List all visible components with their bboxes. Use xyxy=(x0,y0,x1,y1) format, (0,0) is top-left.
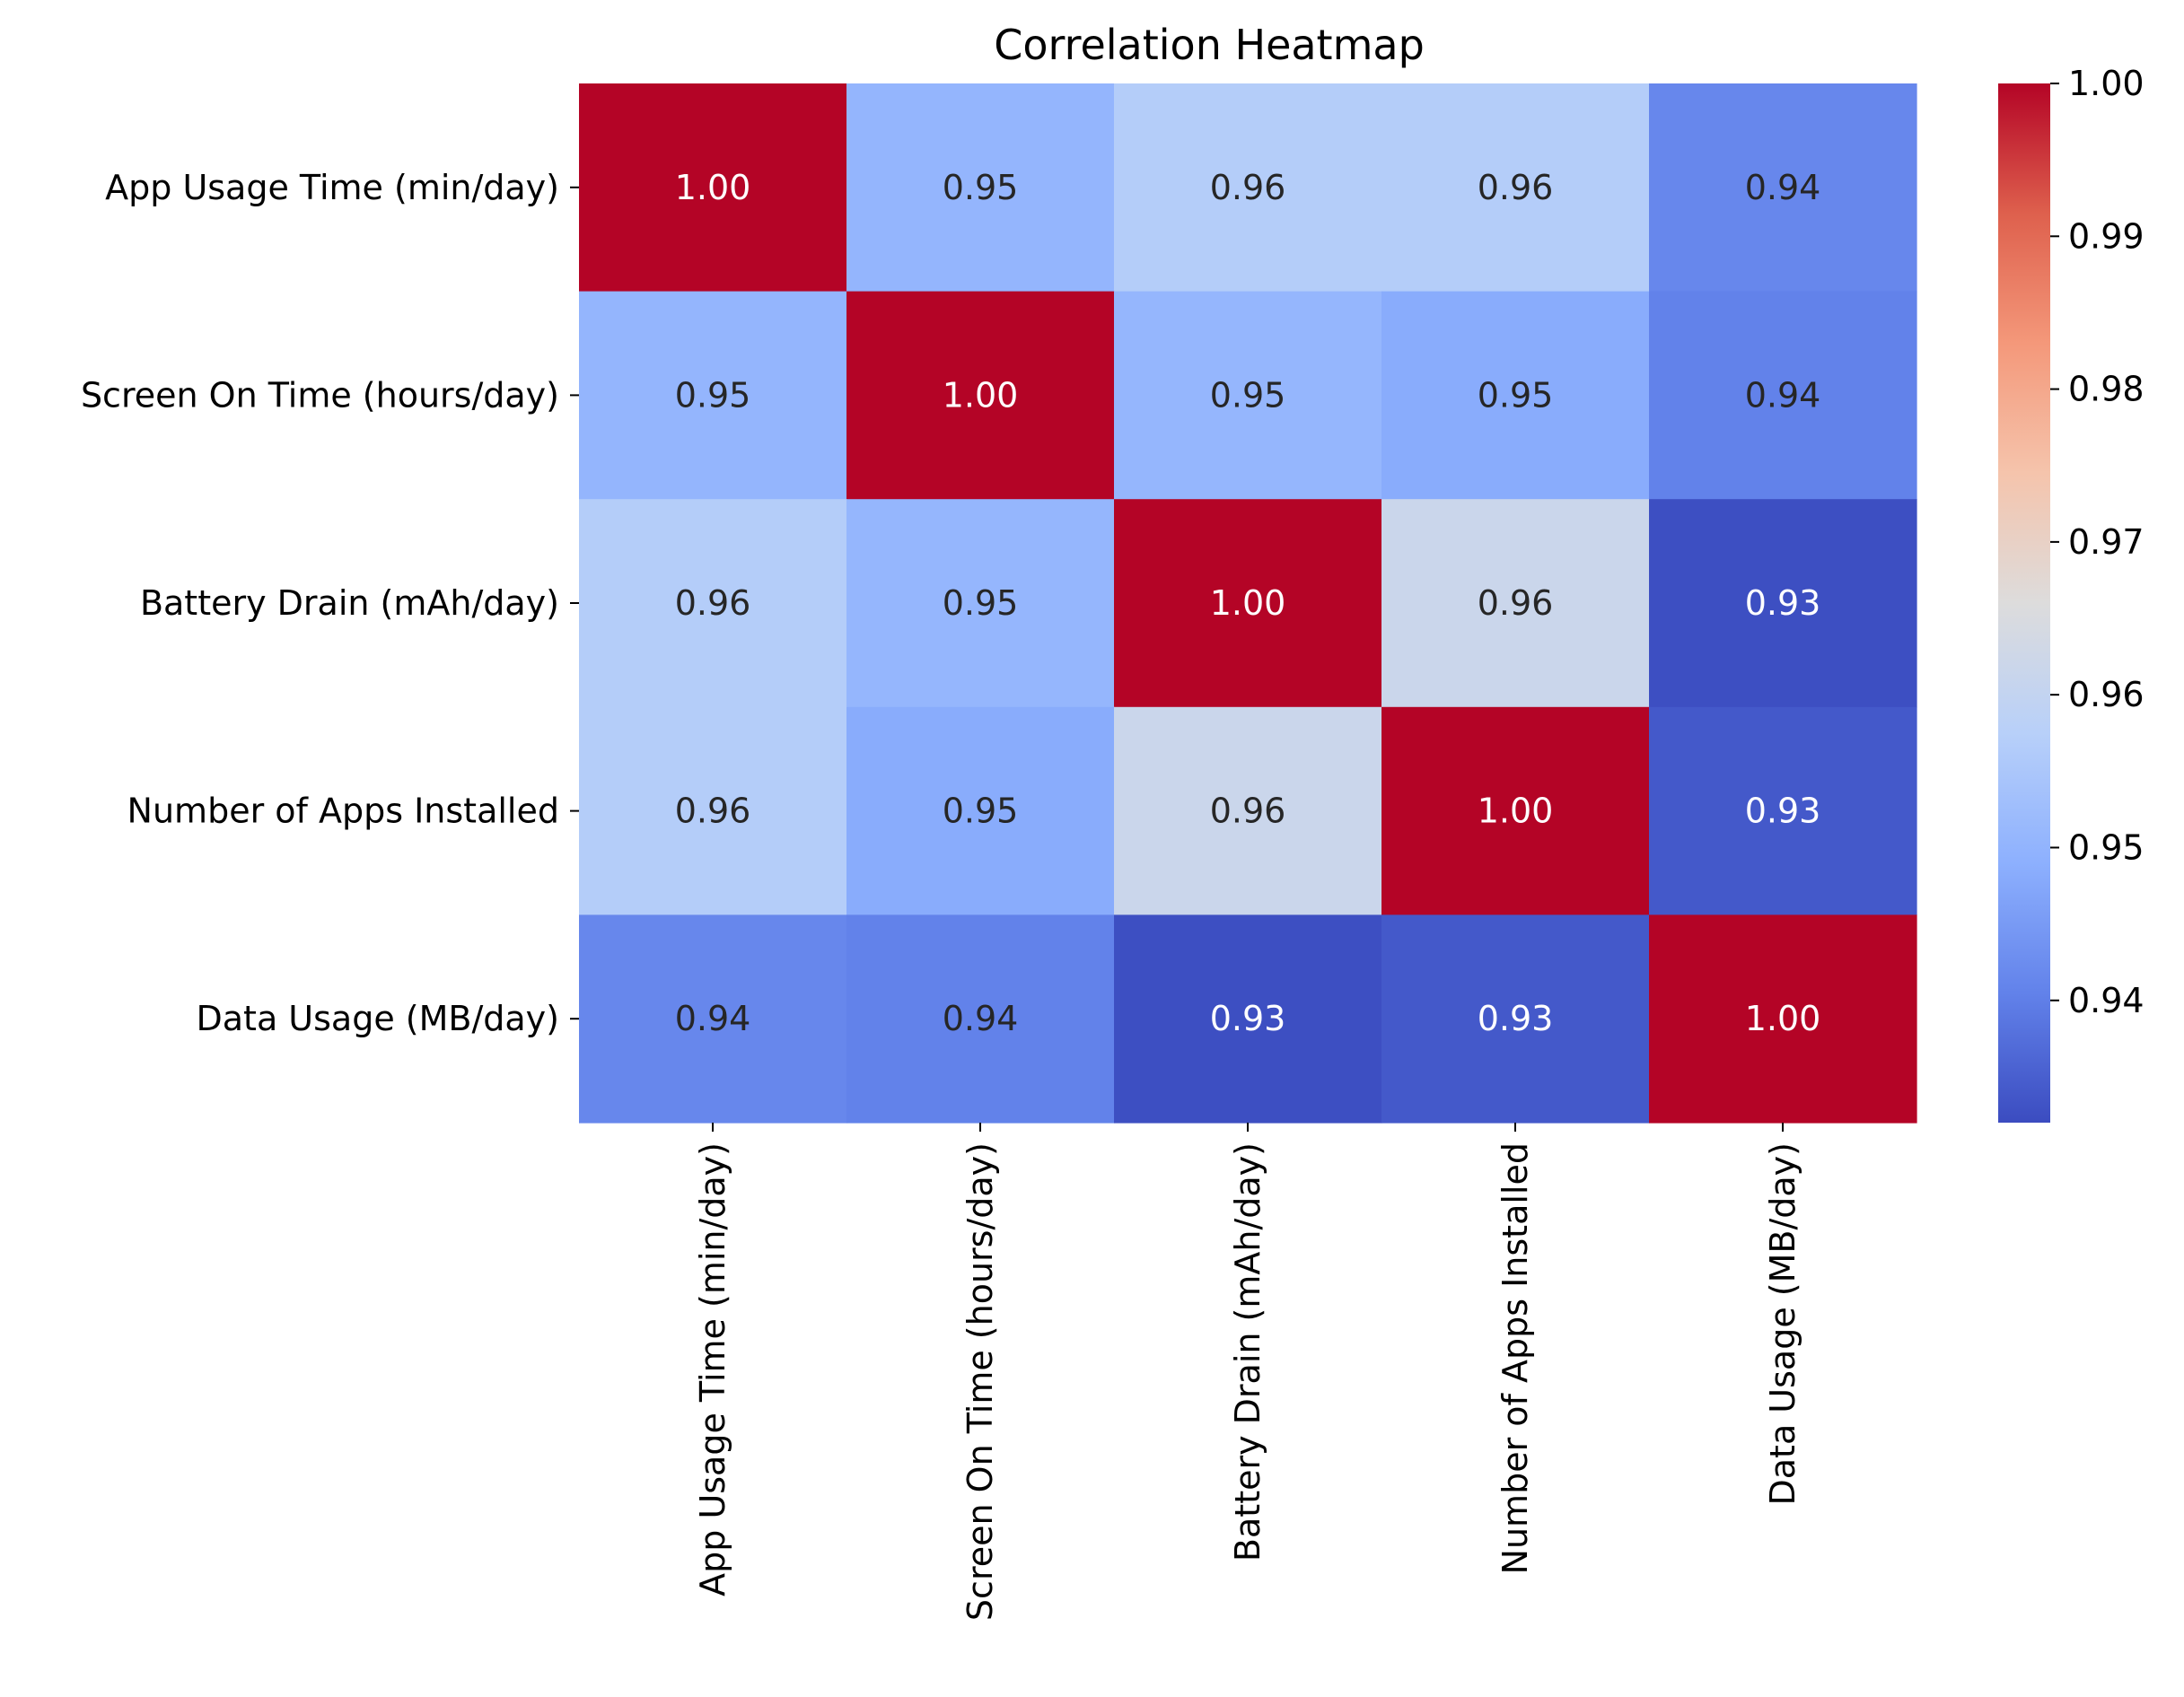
heatmap-cell-label: 1.00 xyxy=(943,375,1019,415)
heatmap-cell xyxy=(1649,706,1917,915)
heatmap-cell xyxy=(846,914,1115,1124)
heatmap-cell-label: 0.93 xyxy=(1745,583,1821,623)
y-axis: App Usage Time (min/day) Screen On Time (… xyxy=(81,168,579,1038)
x-tick-label: Data Usage (MB/day) xyxy=(1763,1142,1802,1506)
heatmap-cell-label: 1.00 xyxy=(675,168,751,207)
heatmap-cell-label: 0.96 xyxy=(1478,583,1554,623)
heatmap-cell xyxy=(846,706,1115,915)
heatmap-cell xyxy=(1649,291,1917,500)
colorbar-tick-label: 0.95 xyxy=(2068,827,2145,867)
heatmap-cell xyxy=(579,83,847,293)
colorbar-tick-label: 0.94 xyxy=(2068,981,2145,1020)
heatmap-cell-label: 0.95 xyxy=(1210,375,1286,415)
x-tick-label: Number of Apps Installed xyxy=(1495,1142,1535,1574)
x-tick-label: Screen On Time (hours/day) xyxy=(960,1142,1000,1621)
heatmap-cell xyxy=(1381,83,1650,293)
heatmap-cell xyxy=(1114,706,1382,915)
heatmap-cell-label: 0.94 xyxy=(1745,375,1821,415)
colorbar-tick-label: 0.99 xyxy=(2068,216,2145,256)
y-tick-label: Number of Apps Installed xyxy=(127,792,559,831)
heatmap-cell-label: 0.96 xyxy=(1210,168,1286,207)
heatmap-cell xyxy=(846,291,1115,500)
x-tick-label: Battery Drain (mAh/day) xyxy=(1228,1142,1267,1561)
heatmap-cell xyxy=(1114,83,1382,293)
heatmap-cell-label: 0.95 xyxy=(675,375,751,415)
heatmap-cell xyxy=(1649,914,1917,1124)
y-tick-label: Battery Drain (mAh/day) xyxy=(140,583,559,623)
heatmap-cell-label: 0.96 xyxy=(675,792,751,831)
colorbar-tick-label: 0.98 xyxy=(2068,370,2145,409)
colorbar-tick-label: 0.96 xyxy=(2068,675,2145,714)
heatmap-cell-label: 0.93 xyxy=(1210,999,1286,1038)
heatmap-cell-label: 0.96 xyxy=(1210,792,1286,831)
heatmap-cell-label: 0.96 xyxy=(675,583,751,623)
heatmap-cell xyxy=(579,706,847,915)
chart-title: Correlation Heatmap xyxy=(994,21,1425,69)
colorbar-gradient xyxy=(1998,83,2050,1123)
heatmap-cell xyxy=(1114,499,1382,708)
heatmap-cell-label: 1.00 xyxy=(1210,583,1286,623)
heatmap-cell-label: 1.00 xyxy=(1478,792,1554,831)
heatmap-cell-label: 0.95 xyxy=(943,792,1019,831)
heatmap-cell-label: 0.96 xyxy=(1478,168,1554,207)
heatmap-cell-label: 0.93 xyxy=(1478,999,1554,1038)
heatmap-cell-labels: 1.00 0.95 0.96 0.96 0.94 0.95 1.00 0.95 0.95 0.94… xyxy=(675,168,1821,1038)
heatmap-cell xyxy=(846,499,1115,708)
y-tick-label: App Usage Time (min/day) xyxy=(105,168,559,207)
heatmap-cell-label: 0.95 xyxy=(943,583,1019,623)
heatmap-cell xyxy=(1381,499,1650,708)
heatmap-cell-label: 0.94 xyxy=(943,999,1019,1038)
x-tick-label: App Usage Time (min/day) xyxy=(693,1142,732,1596)
heatmap-cell xyxy=(1114,914,1382,1124)
heatmap-cell xyxy=(1381,291,1650,500)
heatmap-cell-label: 0.94 xyxy=(675,999,751,1038)
heatmap-cell-label: 0.93 xyxy=(1745,792,1821,831)
heatmap-cell xyxy=(579,499,847,708)
heatmap-cell-label: 0.94 xyxy=(1745,168,1821,207)
heatmap-cell xyxy=(1649,83,1917,293)
heatmap-cell-label: 1.00 xyxy=(1745,999,1821,1038)
y-tick-label: Screen On Time (hours/day) xyxy=(81,375,559,415)
heatmap-cell xyxy=(1114,291,1382,500)
heatmap-cell xyxy=(846,83,1115,293)
x-axis: App Usage Time (min/day) Screen On Time (… xyxy=(693,1123,1802,1621)
heatmap-cell xyxy=(1649,499,1917,708)
heatmap-cell xyxy=(1381,914,1650,1124)
colorbar-tick-label: 1.00 xyxy=(2068,64,2145,103)
heatmap-cell-label: 0.95 xyxy=(1478,375,1554,415)
heatmap-cell-label: 0.95 xyxy=(943,168,1019,207)
colorbar: 0.94 0.95 0.96 0.97 0.98 0.99 1.00 xyxy=(1998,64,2145,1123)
y-tick-label: Data Usage (MB/day) xyxy=(197,999,560,1038)
heatmap-cell xyxy=(579,291,847,500)
heatmap-cell xyxy=(579,914,847,1124)
colorbar-tick-label: 0.97 xyxy=(2068,522,2145,562)
heatmap-cells xyxy=(579,83,1917,1124)
heatmap-cell xyxy=(1381,706,1650,915)
